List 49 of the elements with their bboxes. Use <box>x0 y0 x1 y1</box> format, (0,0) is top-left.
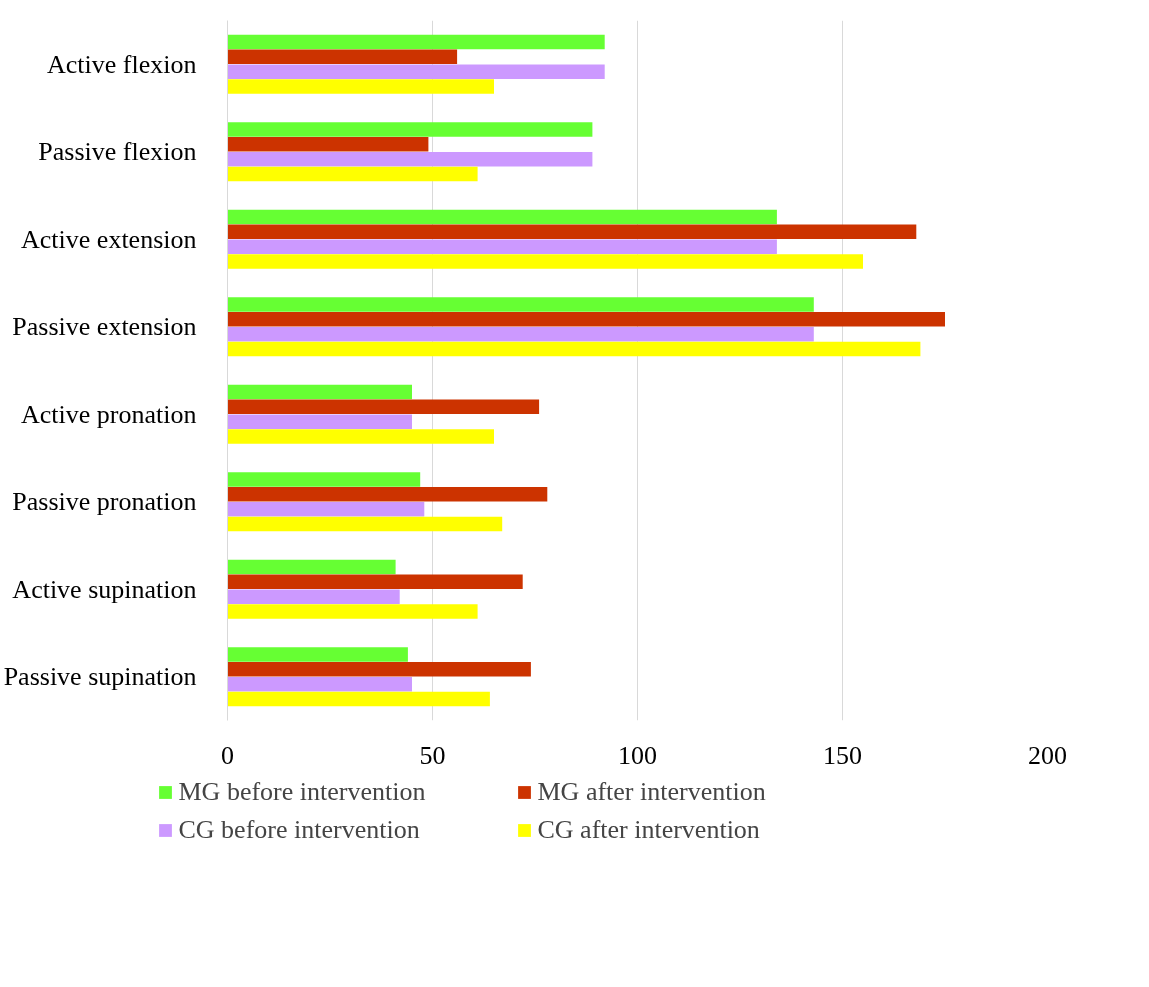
y-tick-label: Passive extension <box>12 312 197 342</box>
bar <box>227 516 503 532</box>
bar <box>227 559 396 575</box>
y-tick-label: Passive flexion <box>38 137 197 167</box>
bar <box>227 254 863 269</box>
x-tick-label: 200 <box>1028 740 1067 770</box>
x-tick-label: 0 <box>221 740 234 770</box>
x-tick-label: 50 <box>419 740 446 770</box>
bar <box>227 604 478 619</box>
bar <box>227 326 814 342</box>
bar <box>227 239 777 254</box>
bar <box>227 79 494 94</box>
bar <box>227 384 412 400</box>
bar <box>227 647 408 662</box>
bar <box>227 501 425 517</box>
legend-label: MG after intervention <box>537 777 767 807</box>
legend-label: CG after intervention <box>537 815 761 845</box>
bar <box>227 224 917 240</box>
bar <box>227 64 605 79</box>
y-tick-label: Passive supination <box>3 662 197 692</box>
bar <box>227 589 400 604</box>
bar <box>227 399 540 415</box>
y-tick-label: Active supination <box>12 574 197 604</box>
bar <box>227 472 421 487</box>
bar <box>227 414 412 429</box>
bar <box>227 574 523 590</box>
bar <box>227 137 429 152</box>
x-tick-label: 150 <box>823 740 862 770</box>
bar <box>227 487 548 502</box>
bar <box>227 312 945 327</box>
bar <box>227 49 458 65</box>
legend-label: CG before intervention <box>178 815 421 845</box>
bar <box>227 122 593 137</box>
bar <box>227 429 494 444</box>
bar <box>227 341 921 357</box>
y-tick-label: Passive pronation <box>12 487 197 517</box>
bar <box>227 151 593 167</box>
bar <box>227 676 412 692</box>
y-tick-label: Active extension <box>21 224 197 254</box>
x-tick-label: 100 <box>618 740 657 770</box>
bar <box>227 662 531 677</box>
y-tick-label: Active flexion <box>47 49 197 79</box>
legend-label: MG before intervention <box>178 777 427 807</box>
bar <box>227 209 777 225</box>
bar <box>227 34 605 50</box>
y-tick-label: Active pronation <box>21 399 197 429</box>
bar <box>227 297 814 312</box>
bar <box>227 166 478 182</box>
bar <box>227 691 490 707</box>
